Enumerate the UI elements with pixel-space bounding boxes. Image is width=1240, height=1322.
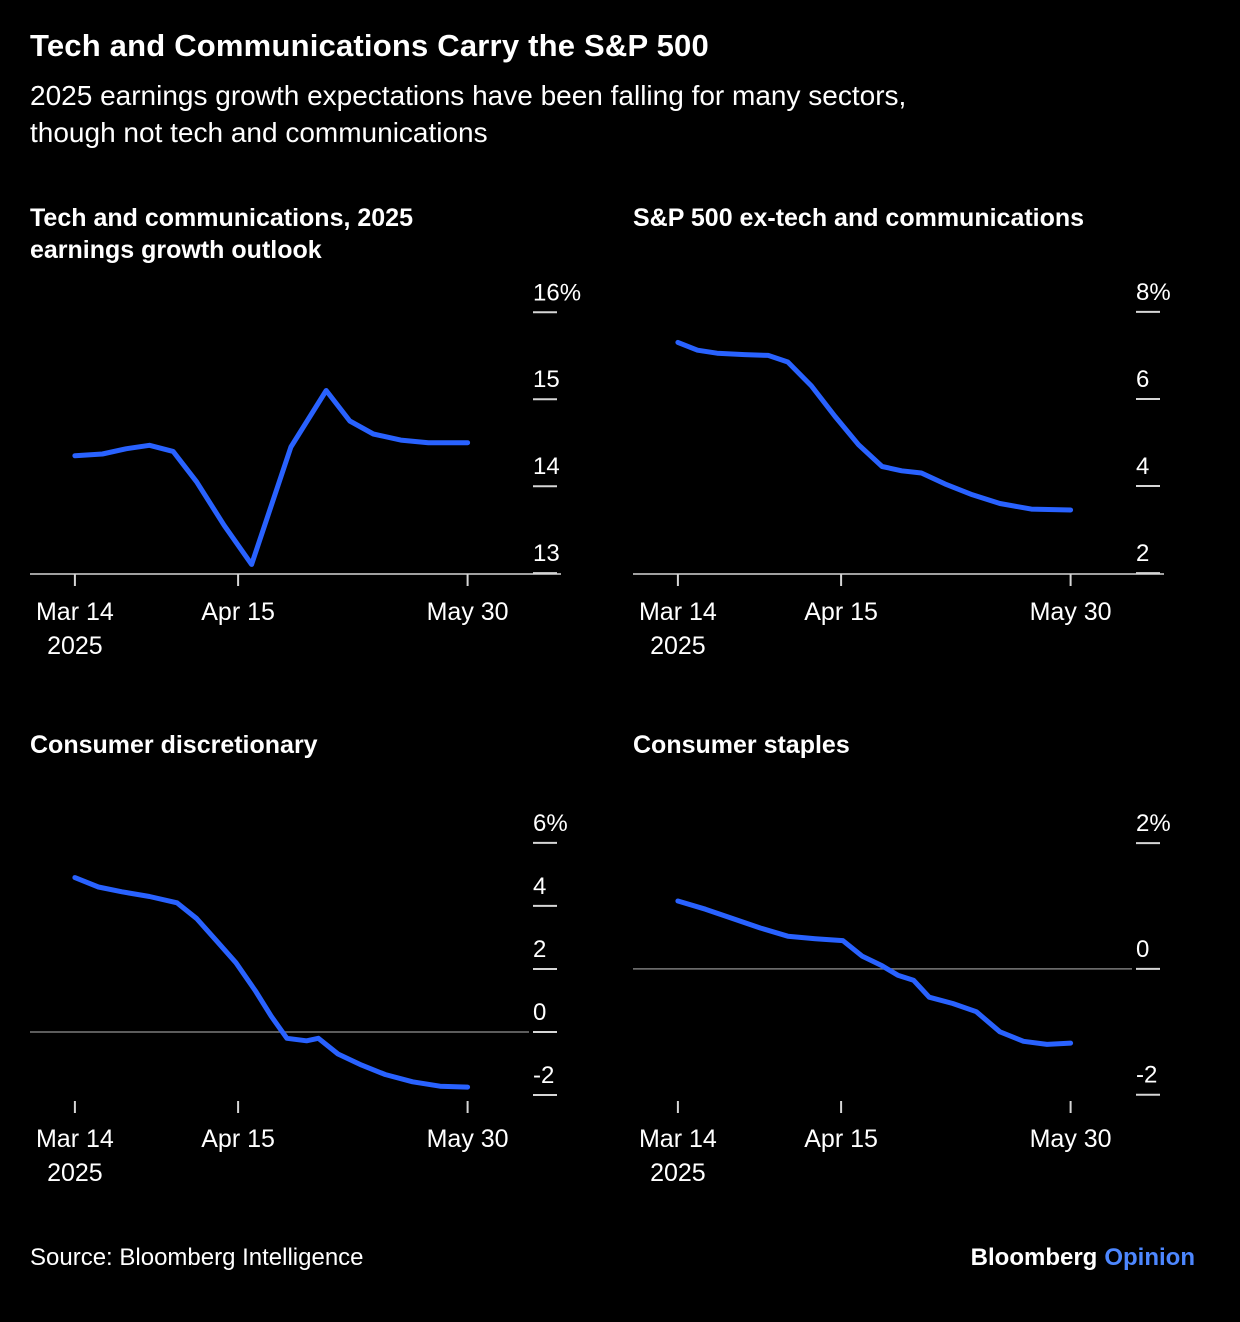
- chart-svg: 8% 6 4 2 Mar 14 2025 Apr 15 May 30: [633, 279, 1171, 660]
- data-line: [675, 898, 1074, 1047]
- chart-title-sp500-ex-tech: S&P 500 ex-tech and communications: [633, 203, 1085, 232]
- chart-title-consumer-discretionary: Consumer discretionary: [30, 730, 318, 759]
- data-line: [72, 875, 471, 1090]
- brand-bloomberg: Bloomberg: [970, 1243, 1098, 1271]
- y-tick-label: 4: [533, 873, 546, 900]
- source-note: Source: Bloomberg Intelligence: [30, 1243, 364, 1271]
- x-tick-label: 2025: [650, 632, 706, 659]
- x-tick-label: Apr 15: [804, 1125, 878, 1153]
- y-tick-label: 13: [533, 540, 560, 567]
- footer: Source: Bloomberg Intelligence Bloomberg…: [30, 1244, 1195, 1272]
- y-tick-label: 0: [1136, 936, 1149, 963]
- x-tick-label: Mar 14: [36, 598, 114, 626]
- x-tick-label: 2025: [47, 632, 103, 659]
- data-line: [72, 387, 471, 567]
- y-tick-label: -2: [533, 1062, 554, 1089]
- y-tick-label: 15: [533, 366, 560, 393]
- y-tick-label: 6: [1136, 366, 1149, 393]
- y-tick-label: 2: [1136, 540, 1149, 567]
- chart-panel-tech-comms: Tech and communications, 2025 earnings g…: [30, 202, 591, 660]
- y-tick-label: 2: [533, 936, 546, 963]
- x-tick-label: May 30: [1030, 598, 1112, 626]
- line-chart-sp500-ex-tech: 8% 6 4 2 Mar 14 2025 Apr 15 May 30: [633, 274, 1194, 660]
- line-chart-consumer-staples: 2% 0 -2 Mar 14 2025 Apr 15 May 30: [633, 801, 1194, 1187]
- x-tick-label: Apr 15: [804, 598, 878, 626]
- chart-panel-sp500-ex-tech: S&P 500 ex-tech and communications 8% 6 4 2…: [633, 202, 1194, 660]
- chart-svg: 2% 0 -2 Mar 14 2025 Apr 15 May 30: [633, 810, 1171, 1187]
- data-line: [675, 339, 1074, 513]
- chart-title-tech-comms: Tech and communications, 2025 earnings g…: [30, 203, 413, 265]
- page-title: Tech and Communications Carry the S&P 50…: [30, 28, 709, 63]
- chart-svg: 16% 15 14 13 Mar 14 2025 Apr 15 May 30: [30, 279, 581, 660]
- y-tick-label: 14: [533, 453, 560, 480]
- line-chart-tech-comms: 16% 15 14 13 Mar 14 2025 Apr 15 May 30: [30, 274, 591, 660]
- brand-opinion: Opinion: [1104, 1243, 1195, 1271]
- x-tick-label: May 30: [427, 1125, 509, 1153]
- page-subtitle: 2025 earnings growth expectations have b…: [30, 80, 907, 148]
- chart-svg: 6% 4 2 0 -2 Mar 14 2025 Apr 15 May 30: [30, 810, 568, 1187]
- y-tick-label: 8%: [1136, 279, 1171, 306]
- x-tick-label: May 30: [427, 598, 509, 626]
- x-tick-label: 2025: [650, 1159, 706, 1186]
- x-tick-label: Mar 14: [36, 1125, 114, 1153]
- chart-panel-consumer-discretionary: Consumer discretionary 6% 4 2 0 -2 Mar 14 2025…: [30, 729, 591, 1187]
- x-tick-label: 2025: [47, 1159, 103, 1186]
- chart-title-consumer-staples: Consumer staples: [633, 730, 850, 759]
- y-tick-label: 2%: [1136, 810, 1171, 837]
- x-tick-label: Apr 15: [201, 598, 275, 626]
- charts-grid: Tech and communications, 2025 earnings g…: [30, 202, 1195, 1187]
- x-tick-label: Mar 14: [639, 1125, 717, 1153]
- brand-logo: Bloomberg Opinion: [971, 1244, 1195, 1272]
- chart-panel-consumer-staples: Consumer staples 2% 0 -2 Mar 14 2025 Apr 15 Ma…: [633, 729, 1194, 1187]
- chart-header: Tech and Communications Carry the S&P 50…: [30, 28, 1195, 152]
- line-chart-consumer-discretionary: 6% 4 2 0 -2 Mar 14 2025 Apr 15 May 30: [30, 801, 591, 1187]
- y-tick-label: 6%: [533, 810, 568, 837]
- x-tick-label: Mar 14: [639, 598, 717, 626]
- x-tick-label: Apr 15: [201, 1125, 275, 1153]
- y-tick-label: 4: [1136, 453, 1149, 480]
- y-tick-label: 16%: [533, 279, 581, 306]
- y-tick-label: -2: [1136, 1062, 1157, 1089]
- x-tick-label: May 30: [1030, 1125, 1112, 1153]
- y-tick-label: 0: [533, 999, 546, 1026]
